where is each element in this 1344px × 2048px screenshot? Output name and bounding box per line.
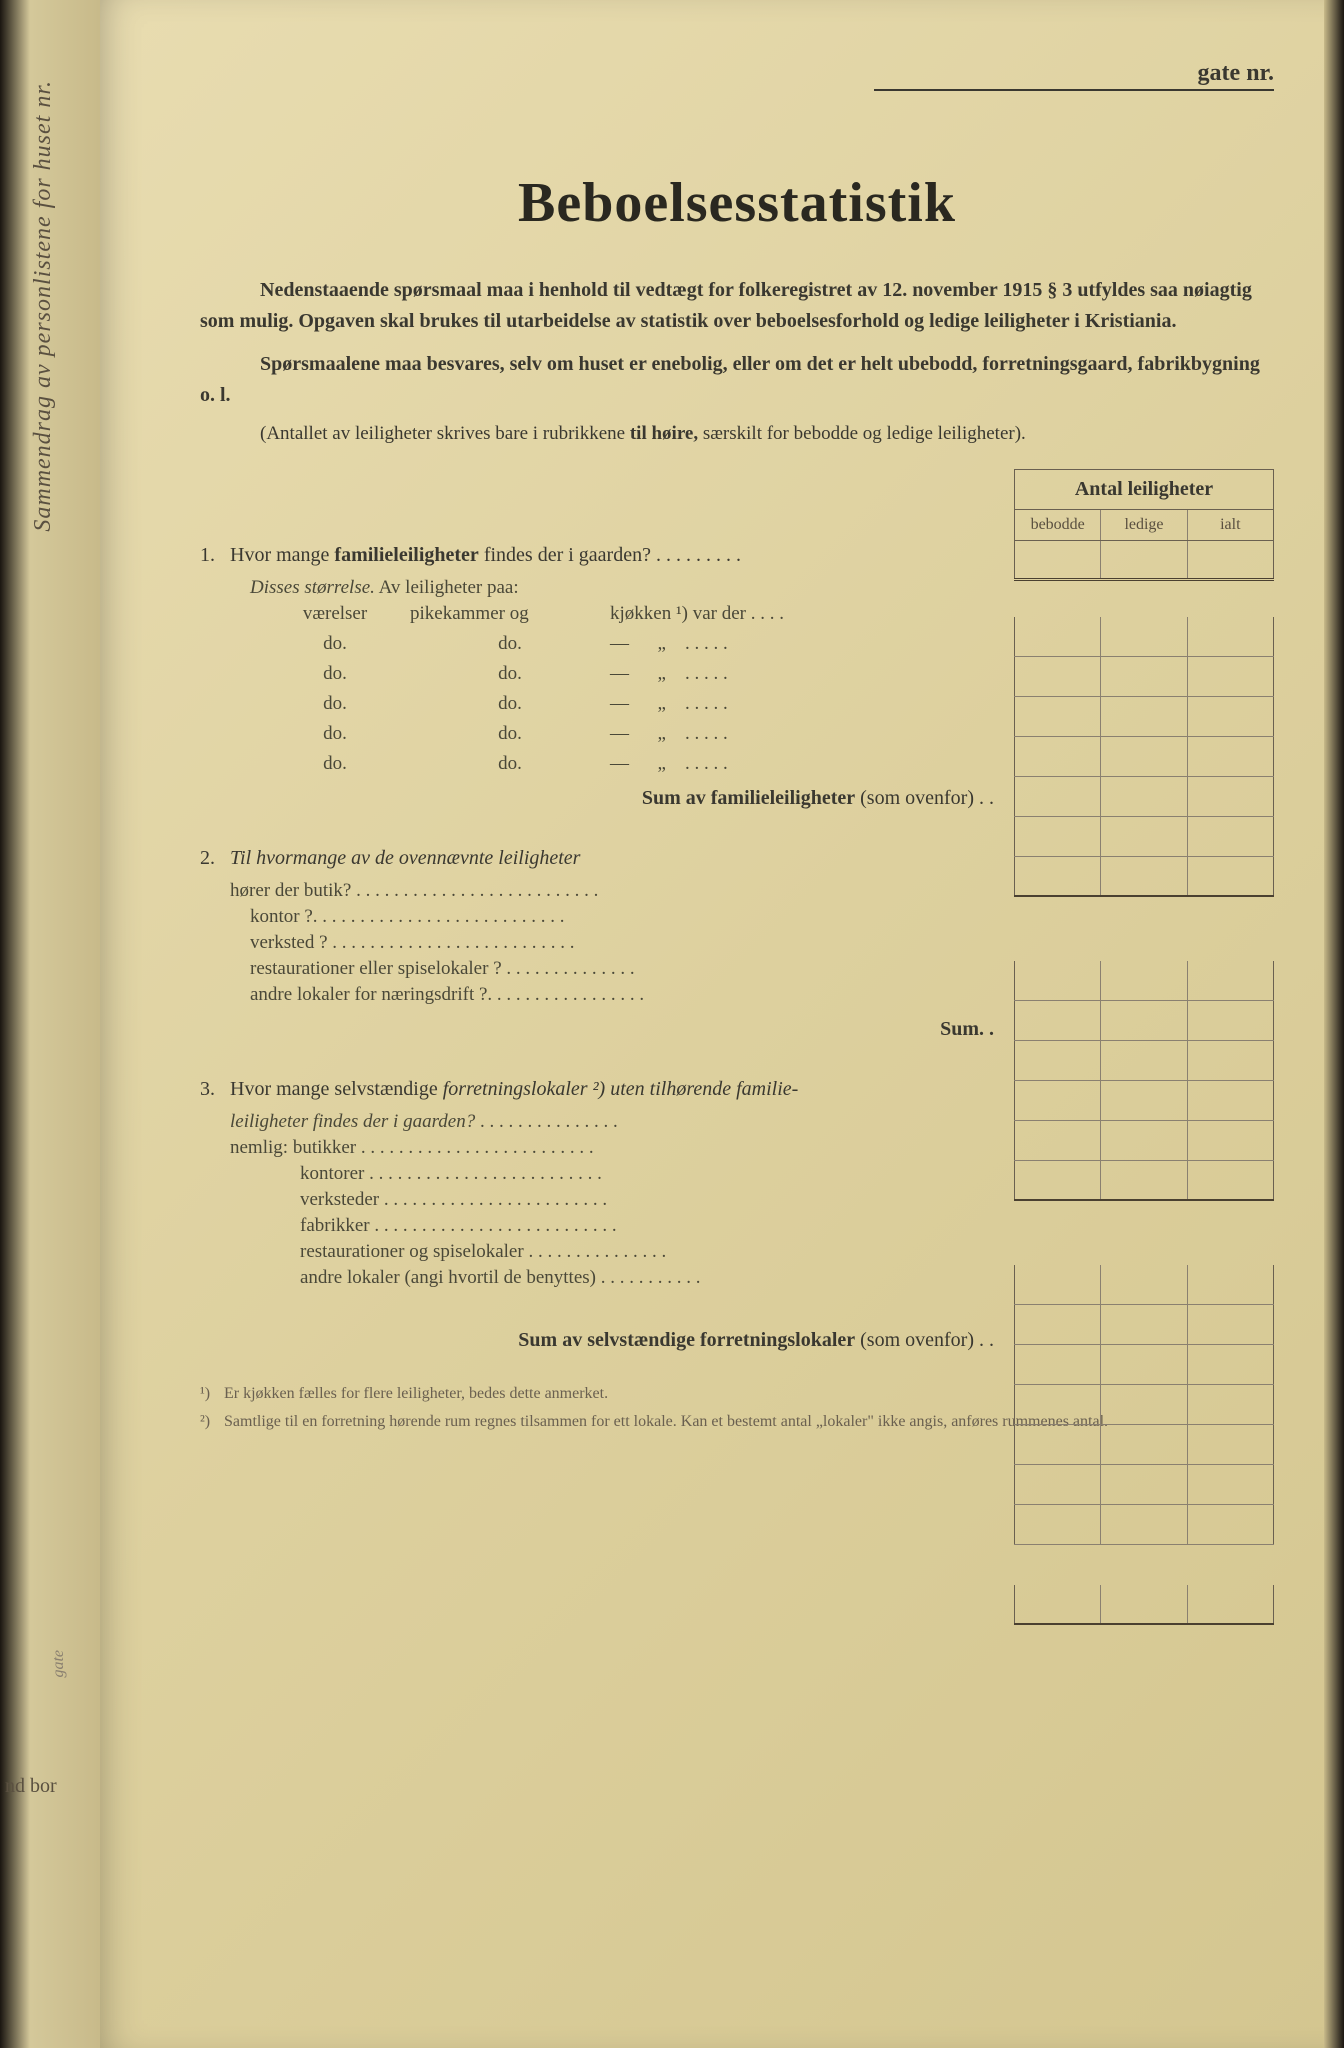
q3-item: restaurationer og spiselokaler . . . . .… xyxy=(300,1241,994,1263)
q1-do-row: do.do.— „ . . . . . xyxy=(260,663,994,685)
col-bebodde: bebodde xyxy=(1015,510,1101,540)
q3-item: andre lokaler (angi hvortil de benyttes)… xyxy=(300,1267,994,1289)
table-header-title: Antal leiligheter xyxy=(1015,470,1273,510)
q1-sum: Sum av familieleiligheter (som ovenfor) … xyxy=(200,787,994,810)
book-spine: Sammendrag av personlistene for huset nr… xyxy=(0,0,100,2048)
q2-sum: Sum. . xyxy=(200,1018,994,1041)
table-row xyxy=(1014,1585,1274,1625)
table-row xyxy=(1014,1465,1274,1505)
form-area: Antal leiligheter bebodde ledige ialt xyxy=(200,469,1274,1434)
answer-table: Antal leiligheter bebodde ledige ialt xyxy=(1014,469,1274,1625)
spine-gate-label: gate xyxy=(50,1650,68,1678)
table-row xyxy=(1014,1385,1274,1425)
table-row xyxy=(1014,1505,1274,1545)
table-row xyxy=(1014,857,1274,897)
q1-line: 1. Hvor mange familieleiligheter findes … xyxy=(200,537,994,573)
table-row xyxy=(1014,1265,1274,1305)
table-row xyxy=(1014,1081,1274,1121)
page-right-edge xyxy=(1324,0,1344,2048)
q2-item: verksted ? . . . . . . . . . . . . . . .… xyxy=(250,932,994,954)
q3-line: 3. Hvor mange selvstændige forretningslo… xyxy=(200,1071,994,1107)
spine-fragment: nd bor xyxy=(5,1775,57,1798)
table-row xyxy=(1014,697,1274,737)
q2-item: andre lokaler for næringsdrift ?. . . . … xyxy=(250,984,994,1006)
q1-sub: Disses størrelse. Av leiligheter paa: xyxy=(250,577,994,599)
q3-item: kontorer . . . . . . . . . . . . . . . .… xyxy=(300,1163,994,1185)
intro-note: (Antallet av leiligheter skrives bare i … xyxy=(260,423,1274,445)
table-row xyxy=(1014,1041,1274,1081)
table-row xyxy=(1014,657,1274,697)
table-row xyxy=(1014,1121,1274,1161)
q3-sum: Sum av selvstændige forretningslokaler (… xyxy=(200,1329,994,1352)
q1-do-row: do.do.— „ . . . . . xyxy=(260,693,994,715)
q2-item: restaurationer eller spiselokaler ? . . … xyxy=(250,958,994,980)
q3-line2: leiligheter findes der i gaarden? . . . … xyxy=(230,1111,994,1133)
table-row xyxy=(1014,617,1274,657)
spine-summary-label: Sammendrag av personlistene for huset nr… xyxy=(30,80,57,532)
col-ledige: ledige xyxy=(1101,510,1187,540)
table-row xyxy=(1014,1305,1274,1345)
page-body: gate nr. Beboelsesstatistik Nedenstaaend… xyxy=(100,0,1344,2048)
table-row xyxy=(1014,1425,1274,1465)
page-title: Beboelsesstatistik xyxy=(200,171,1274,235)
q1-header-row: værelser pikekammer og kjøkken ¹) var de… xyxy=(260,603,994,625)
col-ialt: ialt xyxy=(1188,510,1273,540)
table-header: Antal leiligheter bebodde ledige ialt xyxy=(1014,469,1274,541)
table-row xyxy=(1014,961,1274,1001)
table-row xyxy=(1014,1001,1274,1041)
q3-item: fabrikker . . . . . . . . . . . . . . . … xyxy=(300,1215,994,1237)
table-row xyxy=(1014,737,1274,777)
table-row xyxy=(1014,1161,1274,1201)
table-row xyxy=(1014,541,1274,581)
q3-item: verksteder . . . . . . . . . . . . . . .… xyxy=(300,1189,994,1211)
intro-p1: Nedenstaaende spørsmaal maa i henhold ti… xyxy=(200,275,1274,337)
table-row xyxy=(1014,1345,1274,1385)
table-row xyxy=(1014,817,1274,857)
q2-line2: hører der butik? . . . . . . . . . . . .… xyxy=(230,880,994,902)
intro-p2: Spørsmaalene maa besvares, selv om huset… xyxy=(200,349,1274,411)
q3-item: nemlig: butikker . . . . . . . . . . . .… xyxy=(230,1137,994,1159)
q2-item: kontor ?. . . . . . . . . . . . . . . . … xyxy=(250,906,994,928)
q1-do-row: do.do.— „ . . . . . xyxy=(260,723,994,745)
table-row xyxy=(1014,777,1274,817)
gate-nr-header: gate nr. xyxy=(874,60,1274,91)
q1-do-row: do.do.— „ . . . . . xyxy=(260,633,994,655)
q2-line: 2. Til hvormange av de ovennævnte leilig… xyxy=(200,840,994,876)
q1-do-row: do.do.— „ . . . . . xyxy=(260,753,994,775)
